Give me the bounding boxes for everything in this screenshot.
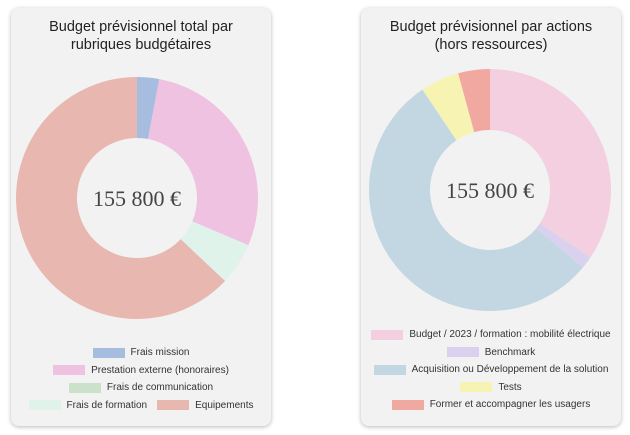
budget-by-category-card: Budget prévisionnel total par rubriques … [11, 8, 271, 426]
legend-item-tests[interactable]: Tests [460, 381, 522, 393]
legend-label: Prestation externe (honoraires) [91, 364, 229, 376]
legend-swatch [391, 399, 424, 410]
legend-item-benchmark[interactable]: Benchmark [446, 346, 536, 358]
legend-swatch [157, 400, 190, 411]
legend-row: Prestation externe (honoraires) [11, 362, 271, 380]
legend-item-former-et-accompagner-les-usagers[interactable]: Former et accompagner les usagers [391, 399, 591, 411]
center-total-label: 155 800 € [93, 186, 181, 211]
legend-label: Frais de communication [106, 382, 214, 394]
legend-swatch [446, 347, 479, 358]
slice-frais-mission[interactable] [137, 77, 160, 140]
legend-item-frais-de-formation[interactable]: Frais de formation [28, 399, 148, 411]
legend-row: Frais de communication [11, 379, 271, 397]
slice-benchmark[interactable] [536, 223, 591, 268]
legend-item-equipements[interactable]: Equipements [157, 400, 253, 411]
legend-label: Former et accompagner les usagers [429, 399, 591, 411]
legend-swatch [28, 400, 61, 411]
budget-by-action-card: Budget prévisionnel par actions (hors re… [361, 8, 621, 426]
legend-row: Acquisition ou Développement de la solut… [361, 361, 621, 379]
chart-title-line-1: Budget prévisionnel total par [49, 19, 233, 35]
legend-row: Benchmark [361, 344, 621, 362]
legend-item-budget-2023-formation-mobilite-electrique[interactable]: Budget / 2023 / formation : mobilité éle… [371, 329, 611, 341]
chart-title: Budget prévisionnel total par rubriques … [11, 18, 271, 54]
legend-row: Frais mission [11, 344, 271, 362]
legend-row: Former et accompagner les usagers [361, 396, 621, 414]
legend-item-acquisition-ou-developpement-de-la-solution[interactable]: Acquisition ou Développement de la solut… [373, 364, 609, 376]
legend-label: Tests [498, 381, 522, 393]
legend-label: Benchmark [484, 346, 536, 358]
slice-tests[interactable] [422, 73, 475, 141]
legend-swatch [373, 364, 406, 375]
slice-acquisition-ou-developpement-de-la-solution[interactable] [368, 89, 583, 312]
legend-label: Budget / 2023 / formation : mobilité éle… [409, 329, 611, 341]
legend-swatch [92, 347, 125, 358]
chart-title-line-1: Budget prévisionnel par actions [389, 19, 593, 35]
chart-legend: Frais mission Prestation externe (honorai… [11, 344, 271, 414]
legend-item-prestation-externe-honoraires[interactable]: Prestation externe (honoraires) [53, 365, 229, 376]
legend-label: Acquisition ou Développement de la solut… [411, 364, 609, 376]
legend-swatch [460, 382, 493, 393]
legend-item-frais-de-communication[interactable]: Frais de communication [68, 382, 214, 394]
chart-legend: Budget / 2023 / formation : mobilité éle… [361, 326, 621, 414]
legend-swatch [53, 365, 86, 376]
legend-swatch [68, 382, 101, 393]
slice-frais-de-formation[interactable] [180, 221, 249, 282]
chart-title-line-2: rubriques budgétaires [70, 37, 212, 53]
legend-item-frais-mission[interactable]: Frais mission [92, 347, 190, 359]
legend-label: Equipements [195, 399, 254, 411]
slice-budget-2023-formation-mobilite-electrique[interactable] [490, 69, 611, 258]
center-total-label: 155 800 € [446, 178, 534, 203]
legend-row: Budget / 2023 / formation : mobilité éle… [361, 326, 621, 344]
legend-row: Frais de formation Equipements [11, 397, 271, 415]
legend-label: Frais de formation [66, 399, 148, 411]
legend-label: Frais mission [130, 347, 190, 359]
slice-equipements[interactable] [15, 77, 226, 319]
donut-chart: 155 800 € [15, 77, 258, 319]
slice-prestation-externe-honoraires[interactable] [148, 79, 258, 246]
legend-swatch [371, 329, 404, 340]
donut-chart: 155 800 € [368, 69, 611, 312]
chart-title: Budget prévisionnel par actions (hors re… [361, 18, 621, 54]
legend-row: Tests [361, 379, 621, 397]
slice-former-et-accompagner-les-usagers[interactable] [458, 69, 490, 133]
chart-title-line-2: (hors ressources) [434, 37, 548, 53]
